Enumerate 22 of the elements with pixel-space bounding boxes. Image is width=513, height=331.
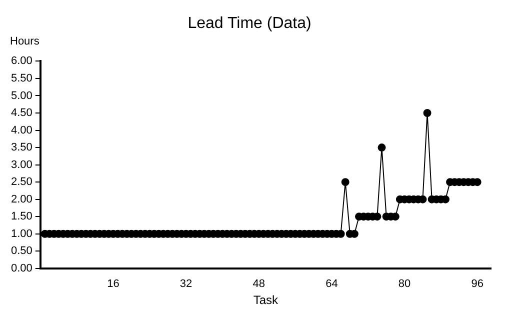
y-tick-label: 4.50	[10, 107, 32, 120]
chart-title: Lead Time (Data)	[188, 15, 312, 32]
y-tick-label: 1.50	[10, 210, 32, 223]
x-tick-label: 96	[471, 278, 484, 290]
y-tick-label: 3.00	[10, 158, 32, 171]
x-tick-label: 80	[398, 278, 411, 290]
x-axis-title: Task	[253, 293, 280, 308]
y-tick-label: 3.50	[10, 142, 32, 154]
y-tick-label: 5.50	[10, 72, 32, 84]
y-axis-title: Hours	[10, 36, 40, 48]
x-tick-label: 48	[252, 278, 265, 290]
y-tick-label: 2.50	[10, 176, 32, 188]
y-tick-label: 5.00	[10, 90, 32, 102]
y-tick-label: 1.00	[10, 228, 32, 240]
y-tick-label: 4.00	[10, 124, 32, 136]
y-tick-label: 6.00	[10, 55, 32, 68]
x-tick-label: 64	[326, 278, 338, 290]
x-tick-label: 32	[180, 278, 192, 290]
y-tick-label: 0.00	[10, 262, 32, 274]
y-tick-label: 0.50	[10, 245, 32, 258]
x-tick-label: 16	[107, 278, 120, 290]
y-tick-label: 2.00	[10, 193, 32, 206]
